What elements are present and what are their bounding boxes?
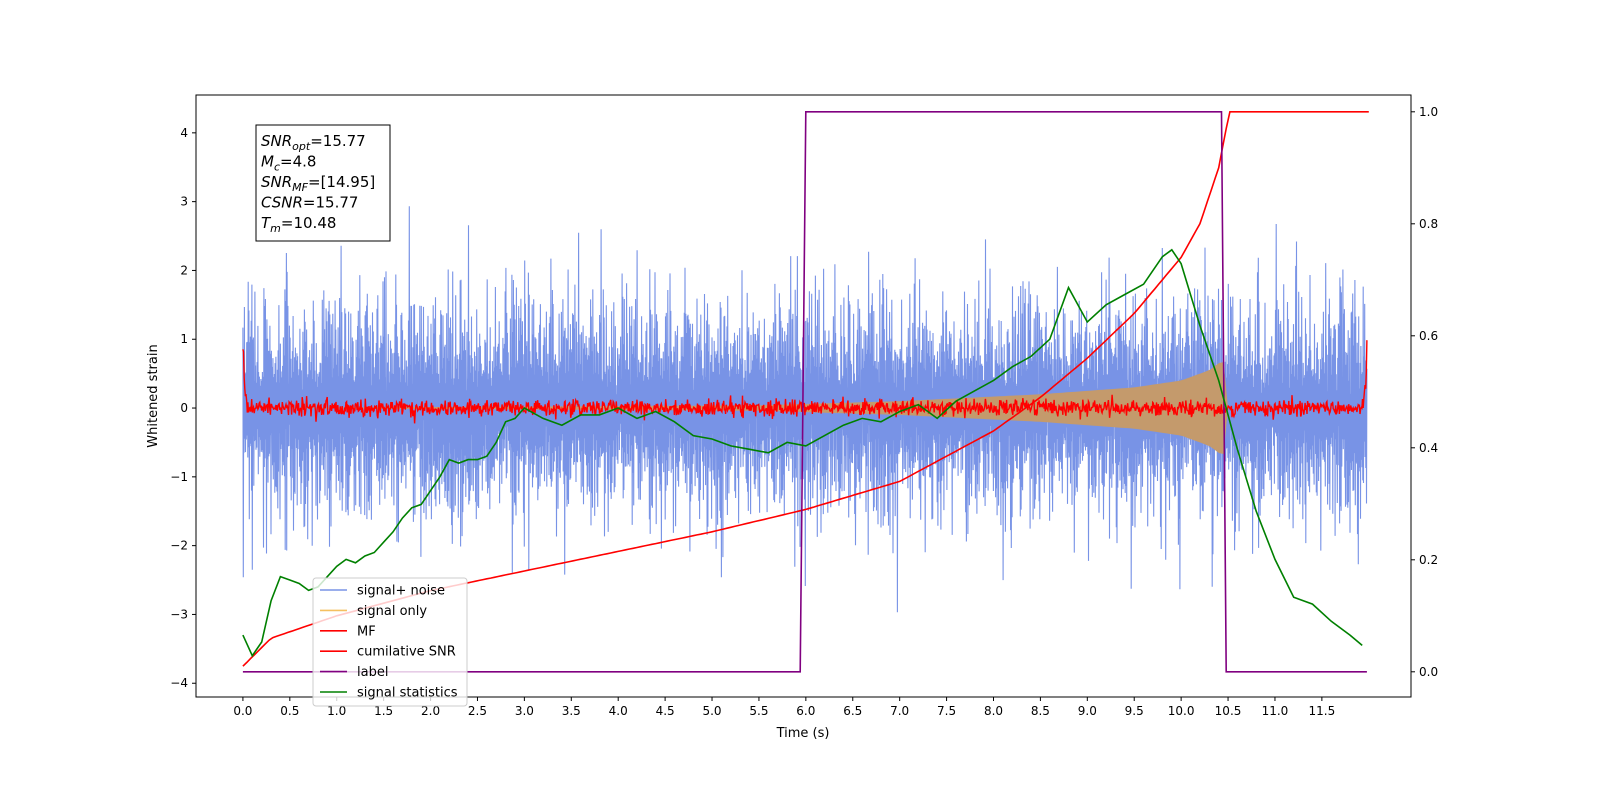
axes-frame xyxy=(195,94,1412,698)
series-mf xyxy=(242,340,1368,424)
x-tick-label: 3.0 xyxy=(515,704,534,718)
x-tick-label: 4.5 xyxy=(656,704,675,718)
y2-tick-label: 0.6 xyxy=(1419,329,1438,343)
legend-label: label xyxy=(357,665,388,680)
annotation-line: SNRopt=15.77 xyxy=(261,132,366,153)
y-tick-label: 2 xyxy=(180,263,188,277)
y-tick-label: −4 xyxy=(170,676,188,690)
y-tick-label: 0 xyxy=(180,401,188,415)
annotation-line: CSNR=15.77 xyxy=(261,194,358,212)
x-tick-label: 5.5 xyxy=(749,704,768,718)
x-tick-label: 8.0 xyxy=(984,704,1003,718)
x-tick-label: 3.5 xyxy=(562,704,581,718)
y2-tick-label: 0.0 xyxy=(1419,665,1438,679)
annotation-frame xyxy=(255,124,391,242)
y-tick-label: −1 xyxy=(170,470,188,484)
x-tick-label: 1.5 xyxy=(374,704,393,718)
y-axis-right: 1.0 0.8 0.6 0.4 0.2 0.0 xyxy=(1411,105,1438,679)
x-axis-label: Time (s) xyxy=(776,726,830,741)
y-axis-left: 4 3 2 1 0 −1 −2 −3 −4 xyxy=(170,126,196,690)
x-tick-label: 2.5 xyxy=(468,704,487,718)
y-tick-label: 3 xyxy=(180,195,188,209)
x-tick-label: 2.0 xyxy=(421,704,440,718)
x-tick-label: 5.0 xyxy=(702,704,721,718)
y2-tick-label: 1.0 xyxy=(1419,105,1438,119)
legend-label: MF xyxy=(357,624,376,639)
x-tick-label: 10.0 xyxy=(1168,704,1195,718)
x-tick-label: 6.5 xyxy=(843,704,862,718)
y-tick-label: 1 xyxy=(180,332,188,346)
x-tick-label: 1.0 xyxy=(327,704,346,718)
y2-tick-label: 0.8 xyxy=(1419,217,1438,231)
series-signal-statistics xyxy=(242,248,1363,658)
x-tick-label: 0.0 xyxy=(233,704,252,718)
x-tick-label: 7.5 xyxy=(937,704,956,718)
x-tick-label: 11.5 xyxy=(1309,704,1336,718)
annotation-box: SNRopt=15.77Mc=4.8SNRMF=[14.95]CSNR=15.7… xyxy=(255,124,391,242)
annotation-line: Tm=10.48 xyxy=(261,214,336,235)
annotation-line: SNRMF=[14.95] xyxy=(261,173,375,194)
annotation-line: Mc=4.8 xyxy=(261,153,316,174)
y-tick-label: 4 xyxy=(180,126,188,140)
x-tick-label: 6.0 xyxy=(796,704,815,718)
x-tick-label: 11.0 xyxy=(1262,704,1289,718)
x-tick-label: 9.0 xyxy=(1078,704,1097,718)
x-tick-label: 9.5 xyxy=(1125,704,1144,718)
y-tick-label: −3 xyxy=(170,607,188,621)
y2-tick-label: 0.4 xyxy=(1419,441,1438,455)
x-tick-label: 7.0 xyxy=(890,704,909,718)
x-tick-label: 4.0 xyxy=(609,704,628,718)
legend-label: cumilative SNR xyxy=(357,645,456,660)
legend-label: signal+ noise xyxy=(357,584,445,599)
legend-label: signal statistics xyxy=(357,686,458,701)
x-tick-label: 10.5 xyxy=(1215,704,1242,718)
x-tick-label: 8.5 xyxy=(1031,704,1050,718)
y-axis-label: Whitened strain xyxy=(146,344,161,447)
x-tick-label: 0.5 xyxy=(280,704,299,718)
y-tick-label: −2 xyxy=(170,539,188,553)
legend-frame xyxy=(312,577,468,707)
y2-tick-label: 0.2 xyxy=(1419,553,1438,567)
legend-label: signal only xyxy=(357,604,427,619)
x-axis: 0.0 0.5 1.0 1.5 2.0 2.5 3.0 3.5 4.0 4.5 5.0 5.5 6.0 6… xyxy=(233,697,1335,718)
series-signal-noise xyxy=(242,206,1368,613)
legend: signal+ noise signal only MF cumilative SNR… xyxy=(312,577,468,707)
series-label xyxy=(242,111,1367,673)
